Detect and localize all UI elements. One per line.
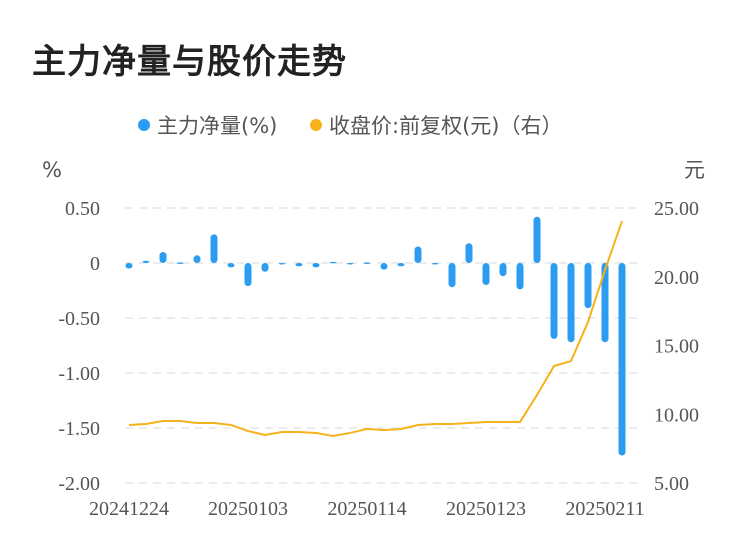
bar — [448, 263, 456, 288]
bar — [363, 262, 371, 264]
bar — [567, 263, 575, 343]
left-tick-label: -1.50 — [58, 418, 100, 440]
left-tick-label: -0.50 — [58, 308, 100, 330]
bar — [465, 243, 473, 263]
left-tick-label: -1.00 — [58, 363, 100, 385]
bar — [346, 263, 354, 265]
bar — [142, 260, 150, 263]
bar — [584, 263, 592, 309]
bar — [482, 263, 490, 285]
bar — [499, 263, 507, 277]
bar — [210, 234, 218, 263]
bar — [227, 263, 235, 268]
bar — [329, 261, 337, 264]
x-tick-label: 20250114 — [327, 498, 406, 520]
legend-marker-line — [310, 119, 322, 131]
bar — [533, 216, 541, 263]
bar — [397, 263, 405, 267]
bar — [193, 255, 201, 263]
bar — [312, 263, 320, 268]
bar — [295, 263, 303, 267]
left-tick-label: 0 — [90, 253, 100, 275]
left-axis-unit: % — [42, 158, 62, 182]
chart-title: 主力净量与股价走势 — [32, 42, 347, 82]
bar — [261, 263, 269, 272]
right-axis-unit: 元 — [684, 158, 705, 182]
right-tick-label: 20.00 — [654, 267, 699, 289]
price-line — [128, 220, 623, 437]
x-tick-label: 20241224 — [89, 498, 169, 520]
right-tick-label: 5.00 — [654, 473, 689, 495]
right-tick-label: 15.00 — [654, 336, 699, 358]
bar — [125, 263, 133, 269]
x-tick-label: 20250211 — [565, 498, 644, 520]
bar — [159, 252, 167, 263]
left-tick-label: 0.50 — [65, 198, 100, 220]
bar — [550, 263, 558, 339]
x-tick-label: 20250123 — [446, 498, 526, 520]
legend-label-line: 收盘价:前复权(元)（右） — [329, 114, 562, 138]
bar — [244, 263, 252, 287]
bar — [176, 262, 184, 264]
legend-marker-bar — [138, 119, 150, 131]
x-tick-label: 20250103 — [208, 498, 288, 520]
bar — [618, 263, 626, 456]
left-tick-label: -2.00 — [58, 473, 100, 495]
bar — [516, 263, 524, 290]
bar — [380, 263, 388, 270]
right-tick-label: 25.00 — [654, 198, 699, 220]
bar — [431, 263, 439, 265]
legend-label-bar: 主力净量(%) — [157, 114, 277, 138]
bar — [601, 263, 609, 343]
bar — [414, 246, 422, 263]
right-tick-label: 10.00 — [654, 404, 699, 426]
bar — [278, 263, 286, 265]
